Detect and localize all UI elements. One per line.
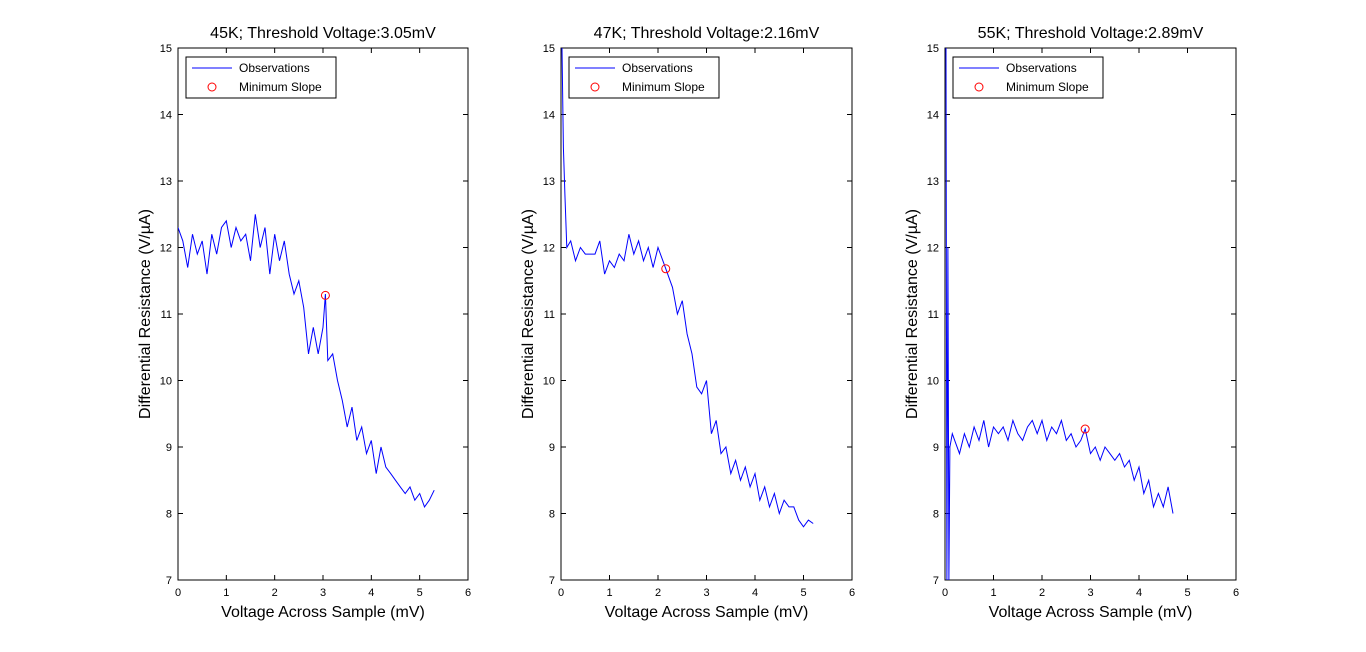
x-tick-label: 4 <box>752 587 758 599</box>
y-tick-label: 10 <box>160 376 172 388</box>
observations-line <box>945 48 1174 580</box>
plot-area <box>561 48 814 528</box>
x-tick-label: 5 <box>1184 587 1190 599</box>
y-tick-label: 8 <box>166 509 172 521</box>
y-axis-label: Differential Resistance (V/µA) <box>137 209 154 419</box>
x-axis-label: Voltage Across Sample (mV) <box>989 604 1193 621</box>
y-tick-label: 13 <box>160 176 172 188</box>
axes-box <box>944 47 1237 581</box>
y-tick-label: 13 <box>927 176 939 188</box>
x-tick-label: 3 <box>320 587 326 599</box>
legend-entry-observations: Observations <box>622 61 693 75</box>
y-tick-label: 7 <box>166 575 172 587</box>
legend: Observations Minimum Slope <box>185 56 337 99</box>
legend: Observations Minimum Slope <box>952 56 1104 99</box>
y-tick-label: 12 <box>927 243 939 255</box>
y-tick-label: 9 <box>933 442 939 454</box>
y-tick-label: 11 <box>544 309 555 321</box>
x-tick-label: 1 <box>223 587 229 599</box>
x-tick-label: 1 <box>990 587 996 599</box>
y-tick-label: 9 <box>549 442 555 454</box>
legend-marker-sample <box>590 82 600 92</box>
x-axis-label: Voltage Across Sample (mV) <box>605 604 809 621</box>
legend-marker-sample <box>974 82 984 92</box>
legend-entry-minimum-slope: Minimum Slope <box>1006 80 1089 94</box>
chart-title: 55K; Threshold Voltage:2.89mV <box>978 25 1204 42</box>
y-tick-label: 15 <box>543 43 555 55</box>
y-axis-label: Differential Resistance (V/µA) <box>520 209 537 419</box>
chart-title: 47K; Threshold Voltage:2.16mV <box>594 25 820 42</box>
plot-area <box>178 214 435 508</box>
y-tick-label: 15 <box>160 43 172 55</box>
x-tick-label: 2 <box>1039 587 1045 599</box>
observations-line <box>178 214 435 508</box>
x-tick-label: 0 <box>175 587 181 599</box>
y-tick-label: 15 <box>927 43 939 55</box>
x-tick-label: 4 <box>1136 587 1142 599</box>
x-tick-label: 4 <box>368 587 374 599</box>
x-tick-label: 5 <box>417 587 423 599</box>
y-tick-label: 12 <box>543 243 555 255</box>
legend-entry-observations: Observations <box>1006 61 1077 75</box>
y-tick-label: 14 <box>927 110 939 122</box>
x-axis-label: Voltage Across Sample (mV) <box>221 604 425 621</box>
y-tick-label: 10 <box>543 376 555 388</box>
legend-box <box>185 56 337 99</box>
axes-box <box>177 47 469 581</box>
minimum-slope-marker <box>320 290 330 300</box>
legend-entry-minimum-slope: Minimum Slope <box>622 80 705 94</box>
legend: Observations Minimum Slope <box>568 56 720 99</box>
minimum-slope-marker <box>1080 424 1090 434</box>
y-tick-label: 14 <box>543 110 555 122</box>
x-tick-label: 3 <box>703 587 709 599</box>
y-axis-label: Differential Resistance (V/µA) <box>904 209 921 419</box>
axes-box <box>560 47 853 581</box>
y-tick-label: 8 <box>933 509 939 521</box>
x-tick-label: 3 <box>1087 587 1093 599</box>
y-tick-label: 11 <box>161 309 172 321</box>
x-tick-label: 6 <box>465 587 471 599</box>
x-tick-label: 0 <box>558 587 564 599</box>
y-tick-label: 7 <box>549 575 555 587</box>
y-tick-label: 10 <box>927 376 939 388</box>
y-tick-label: 14 <box>160 110 172 122</box>
x-tick-label: 1 <box>606 587 612 599</box>
y-tick-label: 11 <box>928 309 939 321</box>
y-tick-label: 7 <box>933 575 939 587</box>
legend-entry-minimum-slope: Minimum Slope <box>239 80 322 94</box>
legend-marker-sample <box>207 82 217 92</box>
x-tick-label: 2 <box>272 587 278 599</box>
legend-entry-observations: Observations <box>239 61 310 75</box>
chart-title: 45K; Threshold Voltage:3.05mV <box>210 25 436 42</box>
x-tick-label: 5 <box>800 587 806 599</box>
minimum-slope-marker <box>661 264 671 274</box>
y-tick-label: 8 <box>549 509 555 521</box>
x-tick-label: 6 <box>849 587 855 599</box>
x-tick-label: 6 <box>1233 587 1239 599</box>
plot-area <box>945 48 1174 580</box>
y-tick-label: 12 <box>160 243 172 255</box>
y-tick-label: 9 <box>166 442 172 454</box>
x-tick-label: 0 <box>942 587 948 599</box>
x-tick-label: 2 <box>655 587 661 599</box>
observations-line <box>561 48 814 528</box>
y-tick-label: 13 <box>543 176 555 188</box>
